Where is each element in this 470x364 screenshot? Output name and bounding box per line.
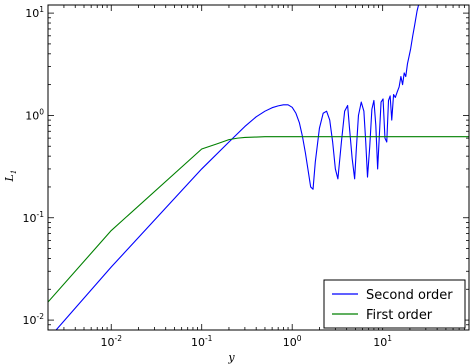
- x-tick-label: 100: [283, 334, 302, 349]
- series-line-second-order: [55, 5, 420, 330]
- series-layer: [48, 5, 469, 330]
- legend-label-first-order: First order: [366, 308, 433, 323]
- legend: Second order First order: [323, 279, 466, 329]
- x-tick-label: 101: [373, 334, 392, 349]
- y-tick-label: 101: [25, 5, 44, 20]
- legend-box: [323, 279, 466, 329]
- y-tick-label: 10-1: [23, 210, 45, 225]
- y-axis-label-main: L: [3, 174, 16, 182]
- y-tick-label: 10-2: [23, 312, 45, 327]
- ticks-layer: [47, 5, 470, 331]
- legend-label-second-order: Second order: [366, 288, 453, 303]
- labels-layer: 10-2 10-1 100 101 10-2 10-1 100 101: [23, 5, 393, 349]
- y-tick-label: 100: [25, 107, 44, 122]
- x-axis-label: y: [227, 351, 235, 364]
- svg-text:L1: L1: [3, 169, 18, 182]
- y-axis-label-subscript: 1: [9, 169, 18, 174]
- x-tick-label: 10-1: [191, 334, 213, 349]
- x-tick-label: 10-2: [100, 334, 122, 349]
- plot-frame: [47, 4, 470, 331]
- series-line-first-order: [48, 136, 469, 303]
- y-axis-label: L1: [3, 169, 18, 182]
